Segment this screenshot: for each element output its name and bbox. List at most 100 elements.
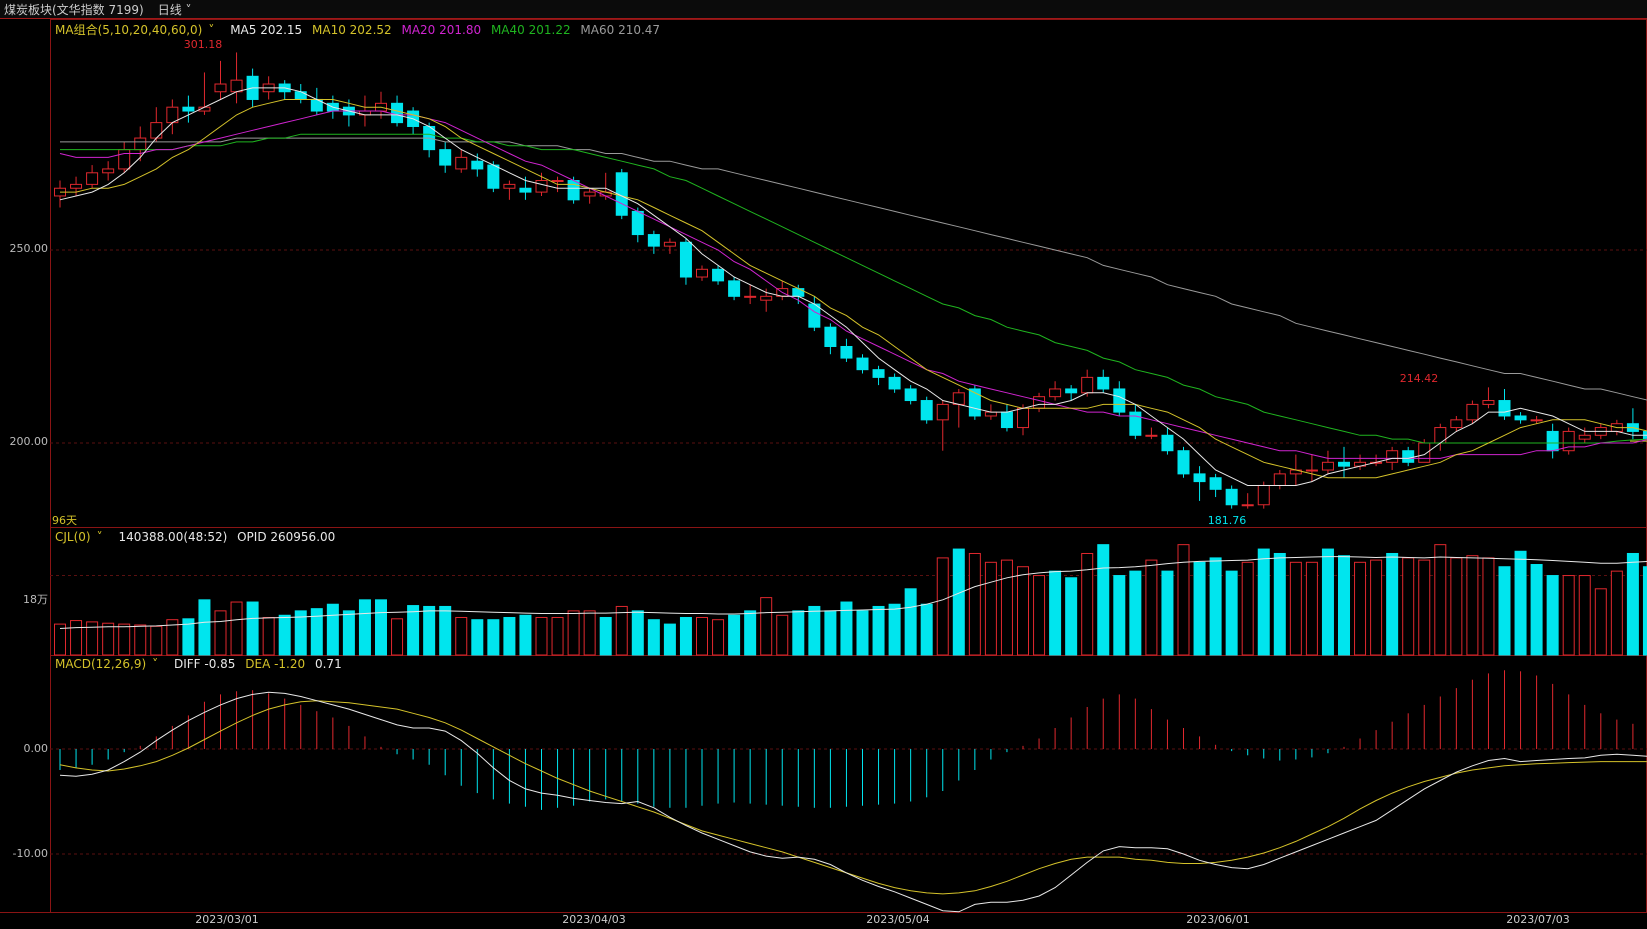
volume-bar <box>776 614 789 656</box>
candle-body <box>712 268 725 282</box>
title-text: 煤炭板块(文华指数 7199) <box>4 2 144 17</box>
volume-bar <box>1642 566 1647 656</box>
candle-body <box>744 295 757 298</box>
candle-body <box>567 180 580 201</box>
volume-bar <box>936 557 949 656</box>
candle-body <box>904 388 917 402</box>
volume-bar <box>1482 557 1495 656</box>
volume-bar <box>1289 561 1302 656</box>
macd-ytick-minus10: -10.00 <box>12 847 48 860</box>
volume-bar <box>1129 570 1142 656</box>
candle-body <box>1273 473 1286 486</box>
volume-bar <box>744 610 757 656</box>
volume-bar <box>230 601 243 656</box>
volume-bar <box>872 605 885 656</box>
candle-body <box>1209 477 1222 490</box>
candle-body <box>824 326 837 348</box>
ma40-label: MA40 201.22 <box>490 23 571 37</box>
candle-body <box>984 411 997 417</box>
dea-line <box>59 700 1647 895</box>
candle-body <box>150 122 163 139</box>
high-annotation: 301.18 <box>183 38 223 51</box>
volume-bar <box>1113 575 1126 656</box>
price-panel <box>54 52 1647 509</box>
volume-bar <box>1370 559 1383 656</box>
volume-legend: CJL(0) ˅ 140388.00(48:52) OPID 260956.00 <box>55 530 341 544</box>
candle-body <box>1498 400 1511 417</box>
volume-bar <box>583 610 596 656</box>
volume-bar <box>1177 544 1190 656</box>
low-annotation: 181.76 <box>1207 514 1247 527</box>
candle-body <box>936 403 949 421</box>
volume-bar <box>1033 575 1046 656</box>
volume-bar <box>1209 557 1222 656</box>
macd-indicator-label: MACD(12,26,9) <box>55 657 147 671</box>
recent-high-annotation: 214.42 <box>1399 372 1439 385</box>
volume-bar <box>1145 559 1158 656</box>
candle-body <box>1000 411 1013 429</box>
candle-body <box>968 388 981 417</box>
period-label: 日线 <box>157 2 182 17</box>
candle-body <box>1257 484 1270 506</box>
candle-body <box>1161 434 1174 452</box>
volume-bar <box>471 619 484 656</box>
volume-bar <box>342 610 355 656</box>
volume-bar <box>856 610 869 656</box>
candle-body <box>1017 407 1029 429</box>
volume-bar <box>166 619 179 656</box>
candle-body <box>1514 415 1527 421</box>
volume-bar <box>1017 566 1029 656</box>
candle-body <box>1546 430 1559 452</box>
candle-body <box>888 376 901 390</box>
chart-header: 煤炭板块(文华指数 7199) 日线 ˅ <box>0 0 1647 19</box>
volume-indicator-selector[interactable]: CJL(0) ˅ <box>55 530 109 544</box>
volume-value: 140388.00(48:52) <box>118 530 228 544</box>
price-ytick-250: 250.00 <box>9 242 49 255</box>
volume-bar <box>1418 559 1431 656</box>
volume-bar <box>1626 552 1639 656</box>
volume-bar <box>952 548 965 656</box>
volume-bar <box>1546 575 1559 656</box>
macd-indicator-selector[interactable]: MACD(12,26,9) ˅ <box>55 657 164 671</box>
ma20-line <box>59 110 1647 459</box>
xtick-1: 2023/03/01 <box>195 913 259 926</box>
volume-bar <box>615 605 628 656</box>
volume-bar <box>150 625 163 656</box>
candle-body <box>503 183 516 189</box>
volume-bar <box>391 618 404 656</box>
volume-bar <box>904 588 917 656</box>
volume-bar <box>968 552 981 656</box>
ma60-line <box>60 137 1647 401</box>
candle-body <box>1402 450 1415 463</box>
volume-bar <box>647 619 660 656</box>
grid-lines <box>50 249 1647 855</box>
candle-body <box>535 180 548 193</box>
candle-body <box>455 156 468 170</box>
volume-bar <box>519 614 532 656</box>
macd-value: 0.71 <box>314 657 342 671</box>
volume-bar <box>1321 548 1334 656</box>
candle-body <box>792 288 805 297</box>
candle-body <box>1450 419 1463 429</box>
ma-group-selector[interactable]: MA组合(5,10,20,40,60,0) ˅ <box>55 23 220 37</box>
volume-bar <box>1257 548 1270 656</box>
candle-body <box>1129 411 1142 436</box>
volume-bar <box>663 623 676 656</box>
period-selector[interactable]: 日线 ˅ <box>158 1 192 18</box>
volume-panel <box>54 544 1647 656</box>
ma10-label: MA10 202.52 <box>312 23 392 37</box>
diff-line <box>59 691 1647 913</box>
candle-body <box>920 400 933 421</box>
volume-bar <box>358 599 371 656</box>
volume-bar <box>118 623 131 656</box>
candle-body <box>1321 461 1334 471</box>
chevron-down-icon: ˅ <box>152 657 159 671</box>
volume-bar <box>86 621 99 656</box>
ma-group-label: MA组合(5,10,20,40,60,0) <box>55 23 203 37</box>
candle-body <box>1145 434 1158 437</box>
candle-body <box>439 149 452 166</box>
volume-bar <box>1161 570 1174 656</box>
volume-bar <box>1578 575 1591 656</box>
volume-bar <box>1402 557 1415 656</box>
